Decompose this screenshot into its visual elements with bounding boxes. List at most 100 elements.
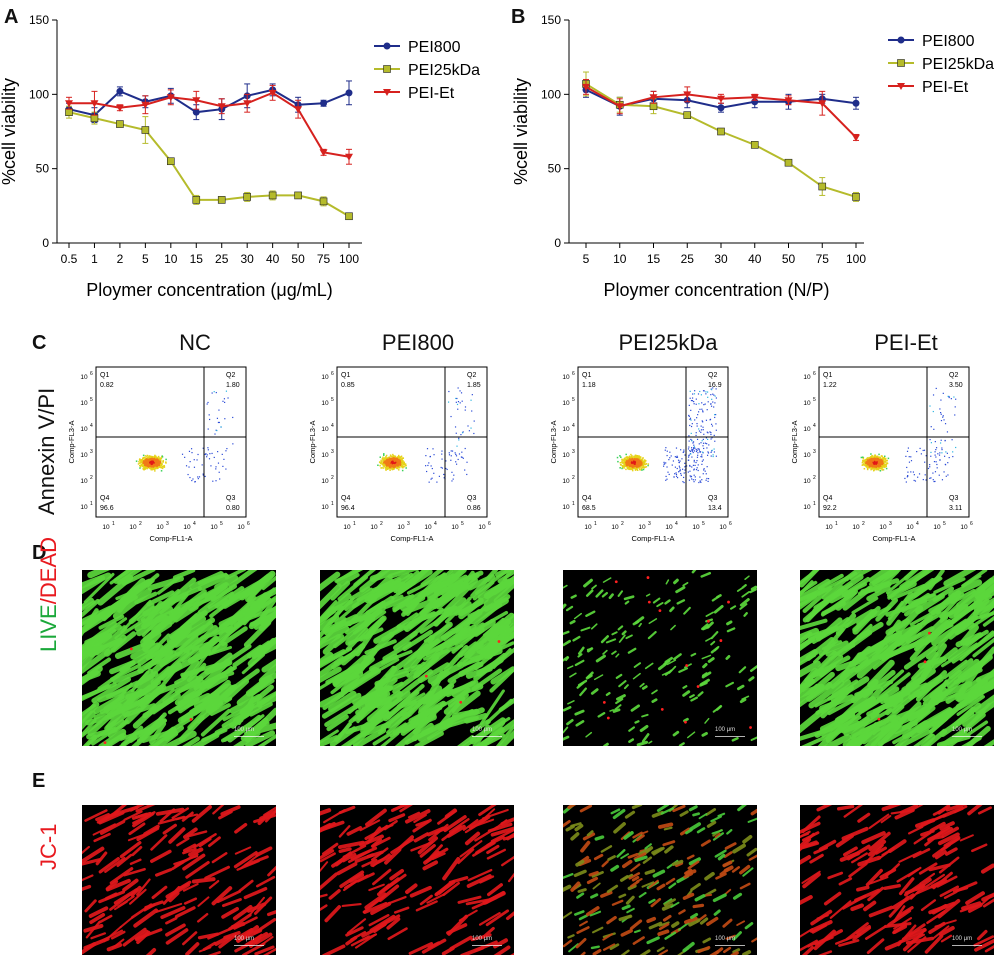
cell (229, 694, 262, 714)
flow-event (464, 447, 466, 450)
flow-event (154, 466, 157, 469)
x-tick-exponent: 1 (353, 521, 356, 527)
flow-event (379, 462, 382, 465)
flow-event (631, 462, 634, 464)
flow-event (629, 461, 631, 464)
flow-event (385, 454, 388, 457)
flow-event (939, 408, 941, 410)
cell (135, 672, 156, 687)
flow-event (706, 477, 708, 480)
flow-event (933, 460, 936, 463)
flow-event (636, 459, 638, 462)
y-tick-exponent: 5 (572, 397, 575, 403)
flow-event (425, 465, 427, 467)
flow-event (392, 455, 394, 458)
flow-event (209, 418, 211, 421)
flow-event (695, 468, 698, 471)
flow-event (702, 390, 705, 392)
x-tick-exponent: 6 (488, 521, 491, 527)
flow-event (689, 417, 692, 419)
flow-event (629, 462, 631, 465)
data-point (268, 89, 277, 97)
x-tick-label: 10 (613, 252, 627, 266)
flow-event (699, 476, 701, 478)
flow-event (405, 464, 407, 467)
flow-event (207, 428, 209, 430)
x-tick-label: 10 (665, 524, 673, 531)
flow-event (150, 468, 152, 471)
flow-event (139, 462, 141, 464)
flow-event (941, 449, 943, 451)
flow-event (626, 456, 628, 458)
flow-event (634, 459, 637, 461)
data-point (167, 157, 175, 166)
flow-event (693, 459, 695, 462)
flow-event (467, 425, 469, 427)
flow-event (638, 462, 641, 465)
data-point (141, 126, 150, 134)
flow-event (445, 460, 447, 462)
q1-value: 0.85 (341, 382, 355, 389)
flow-event (665, 479, 667, 481)
flow-event (393, 466, 395, 469)
flow-event (398, 463, 401, 466)
y-tick-label: 100 (541, 87, 561, 101)
flow-event (396, 464, 399, 466)
flow-event (689, 465, 691, 467)
flow-event (623, 467, 625, 469)
flow-event (689, 475, 691, 477)
flow-event (143, 465, 145, 468)
flow-event (875, 459, 877, 461)
legend-label: PEI-Et (408, 85, 455, 102)
flow-event (382, 456, 384, 459)
flow-event (159, 464, 162, 467)
flow-event (701, 440, 703, 442)
flow-event (684, 469, 686, 471)
flow-event (624, 463, 626, 466)
cell (82, 597, 94, 610)
flow-event (151, 460, 153, 463)
flow-title: PEI800 (381, 330, 455, 355)
flow-event (436, 481, 438, 483)
cell (173, 622, 214, 648)
flow-event (385, 460, 388, 463)
flow-event (156, 467, 159, 469)
flow-event (225, 468, 227, 470)
flow-event (394, 459, 396, 461)
flow-event (682, 468, 684, 470)
flow-event (152, 465, 154, 468)
x-axis-label: Ploymer concentration (μg/mL) (86, 280, 332, 300)
flow-event (385, 466, 388, 469)
y-tick-exponent: 2 (90, 475, 93, 481)
x-tick-exponent: 2 (139, 521, 142, 527)
cell (161, 663, 183, 681)
flow-event (403, 463, 406, 465)
micrograph-cells (82, 570, 276, 746)
flow-event (711, 389, 713, 391)
flow-event (151, 459, 154, 462)
flow-event (402, 462, 404, 464)
flow-event (204, 453, 206, 456)
flow-event (675, 473, 678, 476)
flow-event (695, 403, 697, 405)
flow-event (867, 460, 870, 462)
flow-event (143, 467, 145, 469)
flow-event (885, 460, 887, 462)
flow-event (636, 468, 639, 471)
y-tick-label: 10 (321, 452, 329, 459)
flow-event (202, 474, 204, 476)
flow-event (936, 467, 938, 469)
cell (176, 692, 211, 712)
flow-event (381, 467, 383, 469)
flow-event (150, 459, 152, 461)
flow-event (703, 469, 705, 471)
flow-event (867, 464, 869, 466)
flow-event (428, 462, 430, 464)
x-tick-exponent: 5 (220, 521, 223, 527)
flow-event (952, 455, 954, 458)
flow-event (707, 480, 709, 483)
flow-event (387, 462, 390, 464)
flow-event (636, 461, 639, 464)
flow-event (695, 450, 698, 453)
flow-event (385, 469, 387, 471)
